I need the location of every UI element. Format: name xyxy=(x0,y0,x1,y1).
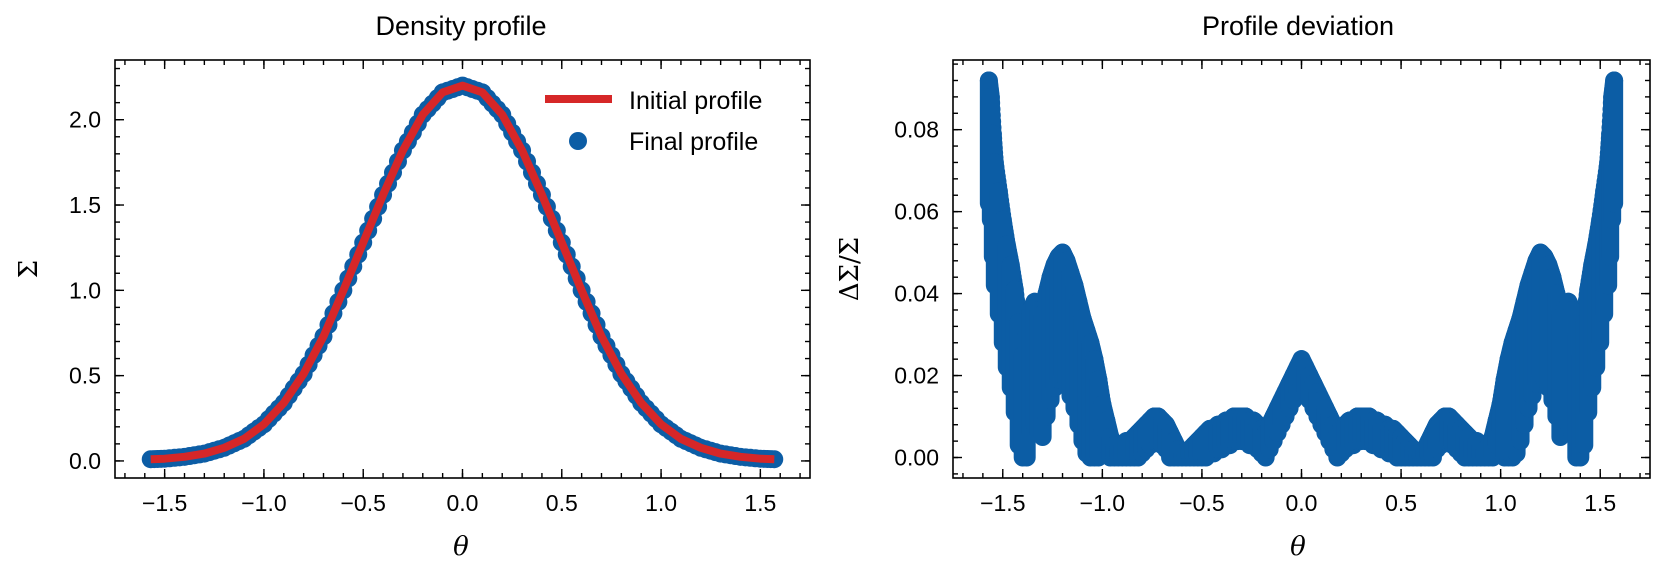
x-tick-label: 1.0 xyxy=(1485,490,1517,516)
y-tick-label: 1.5 xyxy=(69,192,101,218)
deviation-axis-ticks: −1.5 −1.0 −0.5 0.0 0.5 1.0 1.5 0.00 0.02 0.04 0.06… xyxy=(894,60,1650,516)
x-tick-label: −0.5 xyxy=(341,490,386,516)
legend-initial-label: Initial profile xyxy=(629,87,762,115)
density-plot-frame xyxy=(114,59,811,479)
legend-final-marker xyxy=(569,132,587,150)
y-tick-label: 0.00 xyxy=(894,445,939,471)
density-axis-ticks: −1.5 −1.0 −0.5 0.0 0.5 1.0 1.5 0.0 0.5 1.0 1.5 2.0 xyxy=(69,60,810,516)
y-tick-label: 2.0 xyxy=(69,107,101,133)
x-tick-label: 0.0 xyxy=(1286,490,1318,516)
profile-deviation-panel: Profile deviation −1.5 −1.0 −0.5 0.0 0.5 1.0 1… xyxy=(835,11,1651,562)
x-tick-label: −1.5 xyxy=(980,490,1025,516)
y-tick-label: 0.5 xyxy=(69,363,101,389)
x-tick-label: 0.0 xyxy=(447,490,479,516)
density-legend: Initial profile Final profile xyxy=(545,87,762,156)
x-tick-label: −1.0 xyxy=(1080,490,1125,516)
y-tick-label: 1.0 xyxy=(69,277,101,303)
deviation-x-axis-label: θ xyxy=(1290,532,1306,562)
x-tick-label: −1.5 xyxy=(142,490,187,516)
x-tick-label: 1.5 xyxy=(1584,490,1616,516)
y-tick-label: 0.08 xyxy=(894,117,939,143)
x-tick-label: 1.0 xyxy=(645,490,677,516)
deviation-y-axis-label: ΔΣ/Σ xyxy=(835,237,865,301)
y-tick-label: 0.04 xyxy=(894,281,939,307)
initial-profile-line xyxy=(150,81,775,464)
density-series-layer xyxy=(141,76,784,469)
x-tick-label: 0.5 xyxy=(1385,490,1417,516)
profile-deviation-title: Profile deviation xyxy=(1202,11,1394,41)
x-tick-label: 0.5 xyxy=(546,490,578,516)
x-tick-label: −1.0 xyxy=(241,490,286,516)
x-tick-label: 1.5 xyxy=(744,490,776,516)
y-tick-label: 0.06 xyxy=(894,199,939,225)
deviation-series-layer xyxy=(979,71,1624,467)
density-profile-panel: Density profile −1.5 −1.0 −0.5 0.0 0.5 1.0 1.5… xyxy=(14,11,811,562)
y-tick-label: 0.0 xyxy=(69,448,101,474)
density-profile-title: Density profile xyxy=(375,11,546,41)
density-y-axis-label: Σ xyxy=(14,260,44,278)
legend-final-label: Final profile xyxy=(629,128,758,156)
x-tick-label: −0.5 xyxy=(1179,490,1224,516)
y-tick-label: 0.02 xyxy=(894,363,939,389)
density-x-axis-label: θ xyxy=(453,532,469,562)
